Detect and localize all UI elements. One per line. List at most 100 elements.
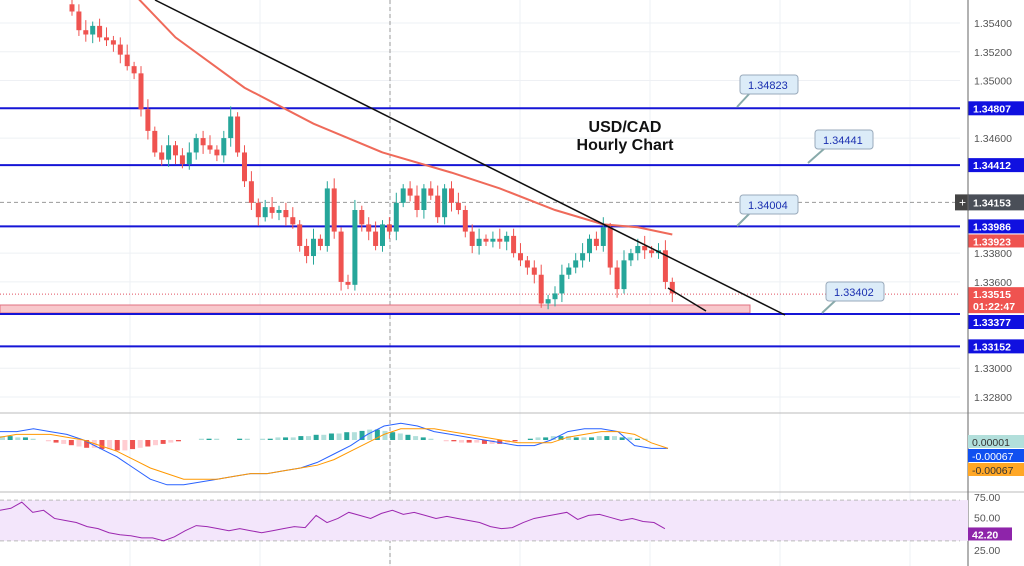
candle-body	[462, 210, 468, 232]
macd-histogram-bar	[359, 430, 365, 440]
candle-body	[138, 73, 144, 110]
candle-body	[573, 260, 579, 268]
y-tick-label: 1.35200	[974, 47, 1012, 59]
macd-histogram-bar	[566, 436, 572, 440]
callout-pointer	[736, 212, 751, 227]
macd-histogram-bar	[283, 437, 289, 440]
macd-histogram-bar	[367, 429, 373, 440]
macd-histogram-bar	[443, 440, 449, 442]
candle-body	[124, 54, 130, 67]
candle-body	[131, 66, 137, 74]
candle-body	[662, 250, 668, 282]
candle-body	[83, 30, 89, 35]
price-label: 1.34412	[973, 160, 1011, 172]
macd-value-label: 0.00001	[972, 437, 1010, 449]
macd-histogram-bar	[76, 440, 82, 447]
y-tick-label: 1.33000	[974, 363, 1012, 375]
candle-body	[110, 40, 116, 45]
macd-histogram-bar	[30, 438, 36, 440]
candle-body	[614, 267, 620, 290]
price-label-bg	[968, 194, 1024, 211]
candle-body	[90, 25, 96, 35]
candle-body	[628, 253, 634, 261]
macd-value-label: -0.00067	[972, 451, 1014, 463]
macd-histogram-bar	[619, 437, 625, 440]
macd-histogram-bar	[459, 440, 464, 443]
macd-histogram-bar	[390, 432, 396, 440]
callout-pointer	[736, 92, 751, 108]
candle-body	[193, 138, 199, 153]
candle-body	[400, 188, 406, 203]
macd-histogram-bar	[581, 437, 587, 440]
price-label: 1.33377	[973, 317, 1011, 329]
macd-value-bg	[968, 463, 1024, 476]
macd-histogram-bar	[535, 437, 541, 440]
macd-histogram-bar	[336, 433, 342, 440]
macd-histogram-bar	[405, 434, 411, 440]
candle-body	[359, 210, 365, 225]
candle-body	[504, 235, 510, 242]
macd-histogram-bar	[634, 438, 640, 440]
candle-body	[104, 37, 109, 41]
macd-histogram-bar	[168, 440, 174, 443]
macd-histogram-bar	[7, 436, 13, 440]
candle-body	[538, 274, 544, 304]
rsi-tick-label: 50.00	[974, 513, 1000, 525]
macd-value-bg	[968, 435, 1024, 448]
candle-body	[531, 267, 537, 275]
macd-histogram-bar	[451, 440, 457, 442]
candle-body	[338, 231, 344, 282]
candle-body	[524, 260, 530, 268]
macd-histogram-bar	[351, 432, 357, 440]
rsi-value-label: 42.20	[972, 529, 998, 541]
candle-body	[117, 44, 123, 55]
macd-value-bg	[968, 449, 1024, 462]
callout-box	[739, 74, 799, 95]
y-tick-label: 1.32800	[974, 392, 1012, 404]
candle-body	[380, 224, 385, 246]
macd-histogram-bar	[15, 437, 21, 440]
macd-histogram-bar	[22, 437, 28, 440]
macd-histogram-bar	[413, 436, 419, 440]
signal-line	[0, 428, 669, 480]
candle-body	[214, 149, 220, 156]
moving-average-line	[138, 0, 673, 236]
price-label-bg	[968, 315, 1024, 330]
candle-body	[276, 210, 282, 213]
macd-histogram-bar	[420, 437, 426, 440]
y-tick-label: 1.33800	[974, 248, 1012, 260]
macd-histogram-bar	[84, 440, 90, 448]
candle-body	[248, 181, 254, 203]
candle-body	[262, 207, 268, 218]
candle-body	[407, 188, 413, 196]
macd-histogram-bar	[260, 438, 266, 440]
price-label: 1.34807	[973, 103, 1011, 115]
callout-box	[739, 194, 799, 215]
candle-body	[600, 227, 606, 246]
candle-body	[304, 245, 310, 257]
candle-body	[587, 238, 592, 254]
rsi-band	[0, 500, 968, 541]
candle-body	[311, 238, 316, 257]
rsi-tick-label: 75.00	[974, 492, 1000, 504]
ma-value-label: 1.33923	[973, 236, 1011, 248]
candle-body	[228, 116, 234, 139]
candle-body	[373, 231, 379, 246]
y-tick-label: 1.33600	[974, 277, 1012, 289]
candle-body	[152, 130, 158, 153]
callout-box	[825, 281, 885, 302]
y-tick-label: 1.34600	[974, 133, 1012, 145]
downtrend-line	[154, 0, 786, 316]
macd-line	[0, 422, 668, 486]
support-zone	[0, 304, 751, 314]
macd-histogram-bar	[153, 440, 158, 446]
candle-body	[159, 152, 165, 160]
callout-box	[814, 129, 874, 150]
candle-body	[442, 188, 448, 218]
macd-histogram-bar	[206, 438, 212, 440]
candle-body	[69, 4, 75, 12]
candle-body	[566, 267, 572, 275]
candle-body	[352, 210, 358, 285]
callout-price: 1.34441	[823, 135, 863, 147]
macd-histogram-bar	[175, 440, 181, 442]
